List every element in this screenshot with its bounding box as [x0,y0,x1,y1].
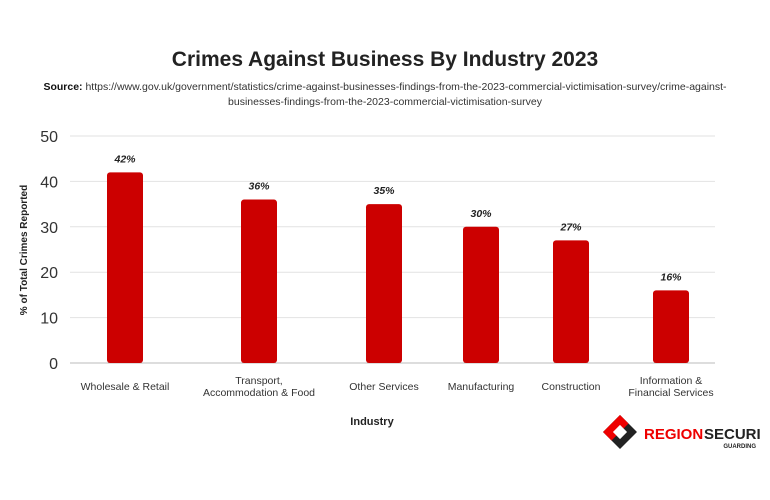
x-tick-label: Accommodation & Food [203,387,315,399]
data-label: 30% [470,208,492,220]
x-tick-label: Information & [640,375,702,387]
data-label: 16% [660,271,682,283]
x-tick-label: Manufacturing [448,381,515,393]
bar [107,172,143,363]
bar [553,240,589,363]
logo-sub: GUARDING [723,444,756,450]
chart-source: Source: https://www.gov.uk/government/st… [30,80,740,110]
data-label: 27% [559,221,582,233]
source-url: https://www.gov.uk/government/statistics… [85,81,727,108]
bar [653,290,689,363]
x-tick-label: Wholesale & Retail [81,381,170,393]
x-tick-label: Other Services [349,381,418,393]
y-tick-label: 30 [40,220,58,237]
logo-red-word: REGION [644,426,703,443]
chart-title: Crimes Against Business By Industry 2023 [171,48,599,71]
source-label: Source: [43,81,83,93]
y-tick-label: 20 [40,265,58,282]
y-tick-label: 50 [40,129,58,146]
logo: REGION SECURITY GUARDING [603,415,760,450]
bar [241,199,277,363]
y-tick-label: 40 [40,174,58,191]
bar [463,226,499,363]
data-label: 42% [113,153,136,165]
y-tick-label: 0 [49,356,58,373]
y-tick-label: 10 [40,311,58,328]
x-tick-label: Transport, [235,375,282,387]
x-axis-label: Industry [350,416,394,428]
data-label: 35% [373,185,395,197]
logo-dark-word: SECURITY [704,426,760,443]
x-tick-label: Financial Services [628,387,713,399]
x-tick-label: Construction [542,381,601,393]
bar [366,204,402,363]
data-label: 36% [248,181,270,193]
y-axis-label: % of Total Crimes Reported [19,185,30,315]
